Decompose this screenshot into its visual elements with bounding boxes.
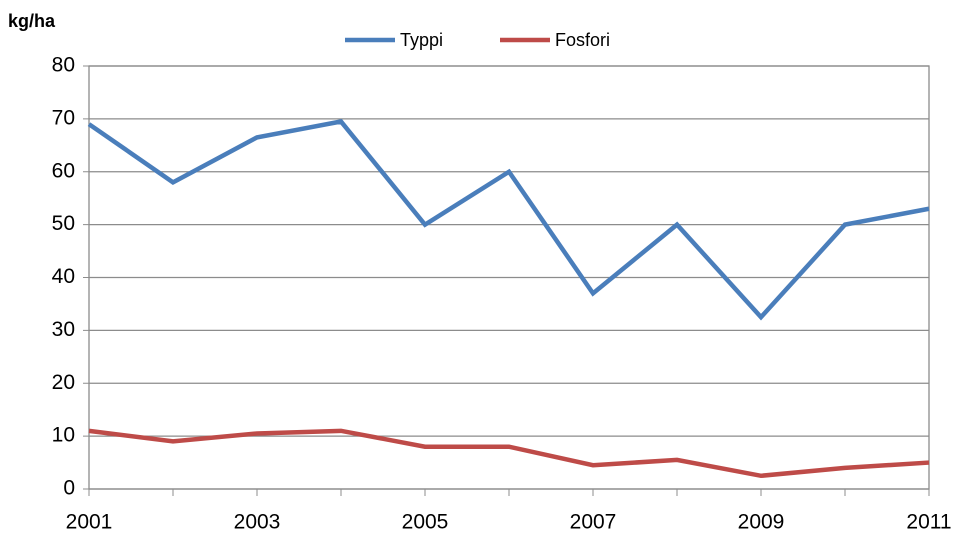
y-tick-label: 70 bbox=[52, 106, 75, 129]
y-tick-label: 10 bbox=[52, 424, 75, 447]
x-tick-label: 2009 bbox=[738, 511, 785, 534]
legend-label: Typpi bbox=[400, 30, 443, 50]
y-tick-label: 0 bbox=[63, 477, 75, 500]
y-tick-label: 30 bbox=[52, 318, 75, 341]
series-line bbox=[87, 119, 930, 321]
y-axis-label: kg/ha bbox=[8, 11, 56, 31]
legend-label: Fosfori bbox=[555, 30, 610, 50]
x-tick-label: 2001 bbox=[66, 511, 113, 534]
y-tick-label: 80 bbox=[52, 54, 75, 77]
x-tick-label: 2007 bbox=[570, 511, 617, 534]
y-tick-label: 40 bbox=[52, 265, 75, 288]
x-tick-label: 2003 bbox=[234, 511, 281, 534]
y-tick-label: 50 bbox=[52, 212, 75, 235]
y-tick-label: 60 bbox=[52, 159, 75, 182]
x-tick-label: 2011 bbox=[906, 511, 951, 534]
series-line bbox=[88, 428, 930, 479]
x-tick-label: 2005 bbox=[402, 511, 449, 534]
y-tick-label: 20 bbox=[52, 371, 75, 394]
